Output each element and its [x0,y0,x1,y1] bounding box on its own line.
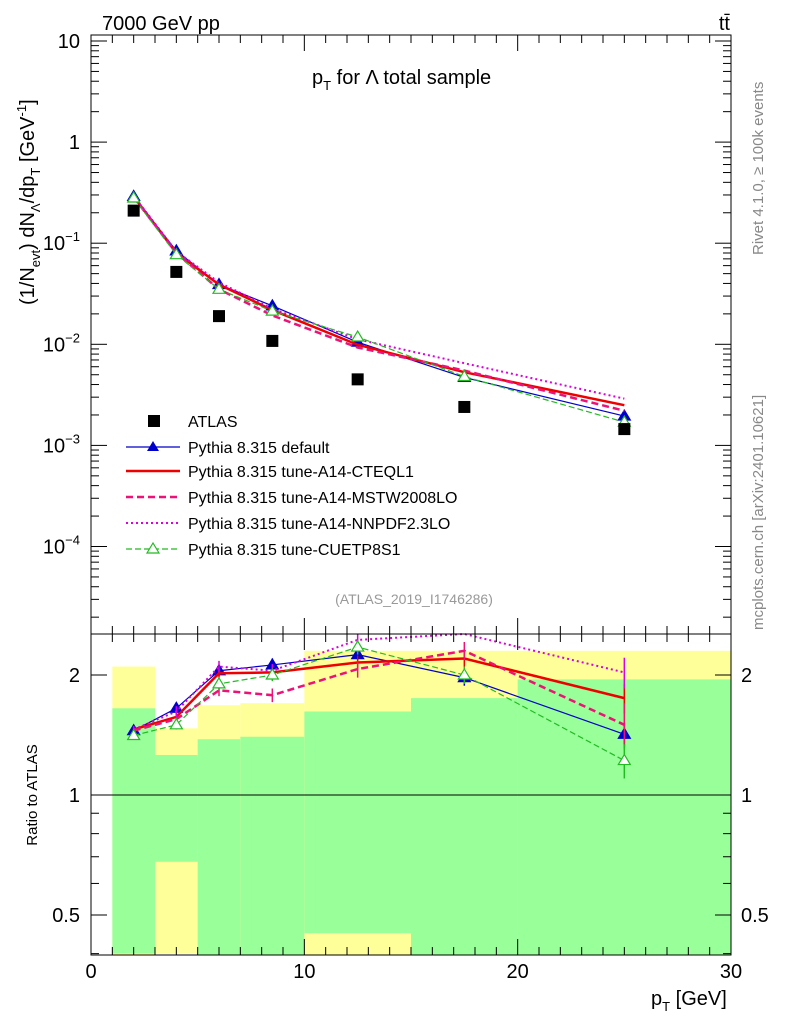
legend-nnpdf-label: Pythia 8.315 tune-A14-NNPDF2.3LO [188,516,450,533]
legend-nnpdf: Pythia 8.315 tune-A14-NNPDF2.3LO [126,516,450,533]
legend-cuetp8s1: Pythia 8.315 tune-CUETP8S1 [126,541,401,559]
main-series-marker-4 [265,303,280,316]
ratio-ytick-label: 2 [69,665,80,687]
atlas-data-point [458,400,471,413]
ratio-series-marker-4 [457,667,472,680]
legend-cuetp8s1-marker [145,541,161,554]
ratio-band-green [240,736,305,955]
ratio-series-marker-4 [126,728,141,741]
ratio-band-green [304,711,411,934]
analysis-label: (ATLAS_2019_I1746286) [335,591,493,607]
mcplots-label: mcplots.cern.ch [arXiv:2401.10621] [750,395,767,630]
xtick-label: 30 [720,961,742,983]
ratio-frame [90,633,732,956]
legend-cteql1-label: Pythia 8.315 tune-A14-CTEQL1 [188,464,414,481]
legend-cteql1: Pythia 8.315 tune-A14-CTEQL1 [126,464,414,481]
xtick-label: 10 [293,961,315,983]
atlas-data-point [618,423,631,436]
atlas-data-point [127,204,140,217]
legend-mstw-label: Pythia 8.315 tune-A14-MSTW2008LO [188,490,457,507]
atlas-data-point [351,373,364,386]
main-ytick-label: 1 [69,132,80,154]
main-ylabel: (1/Nevt) dNΛ/dpT [GeV-1] [14,99,43,305]
rivet-label: Rivet 4.1.0, ≥ 100k events [750,82,767,255]
legend-mstw: Pythia 8.315 tune-A14-MSTW2008LO [126,490,457,507]
ratio-series-marker-4 [265,667,280,680]
header-left: 7000 GeV pp [102,13,220,35]
legend-default-label: Pythia 8.315 default [188,440,330,457]
legend-atlas-marker [148,415,160,427]
main-panel: 10 1 10−1 10−2 10−3 10−4 [43,31,732,634]
xtick-label: 0 [85,961,96,983]
ratio-ytick-label-right: 1 [741,785,752,807]
header-right: tt̄ [719,13,731,35]
main-ytick-label: 10−4 [43,533,80,559]
main-ytick-label: 10−2 [43,330,80,356]
main-series-line-1 [132,195,625,407]
main-series-marker-4 [126,190,141,203]
legend: ATLAS Pythia 8.315 default Pythia 8.315 … [126,414,457,559]
legend-atlas: ATLAS [148,414,238,431]
main-series-marker-4 [457,369,472,382]
ratio-series-marker-4 [350,639,365,652]
ratio-ytick-label-right: 2 [741,665,752,687]
ratio-series-marker-4 [211,676,227,689]
ratio-axes: 0.5 0.51 12 20 10 20 30 [52,634,769,983]
main-series-marker-4 [211,282,227,294]
main-series-marker-4 [169,247,184,260]
ratio-series-marker-4 [169,717,184,730]
main-series-group [126,189,632,427]
ratio-series-group [126,632,632,779]
ratio-ytick-label-right: 0.5 [741,905,769,927]
main-ytick-label: 10−3 [43,431,80,457]
atlas-data-point [170,265,183,278]
legend-atlas-label: ATLAS [188,414,238,431]
main-series-line-4 [133,197,625,423]
ratio-ylabel: Ratio to ATLAS [24,744,41,845]
ratio-ytick-label: 0.5 [52,905,80,927]
main-ytick-label: 10−1 [43,229,80,255]
legend-cuetp8s1-label: Pythia 8.315 tune-CUETP8S1 [188,542,401,559]
ratio-band-green [112,708,155,954]
main-series-line-3 [132,195,625,400]
ratio-series-marker-4 [617,753,632,766]
legend-default-marker [147,441,159,451]
atlas-data-point [213,310,225,323]
main-series-line-2 [132,196,625,412]
main-frame [90,34,732,635]
atlas-data-group [127,204,631,436]
ratio-band-green [197,739,241,955]
main-title: pT for Λ total sample [312,67,491,93]
main-ytick-label: 10 [58,31,80,53]
main-series-marker-4 [350,329,365,342]
atlas-data-point [266,334,279,347]
ratio-ytick-label: 1 [69,785,80,807]
ratio-band-green [155,754,198,862]
xlabel: pT [GeV] [651,988,727,1014]
ratio-band-green [411,698,518,955]
xtick-label: 20 [507,961,529,983]
legend-default: Pythia 8.315 default [126,440,330,457]
